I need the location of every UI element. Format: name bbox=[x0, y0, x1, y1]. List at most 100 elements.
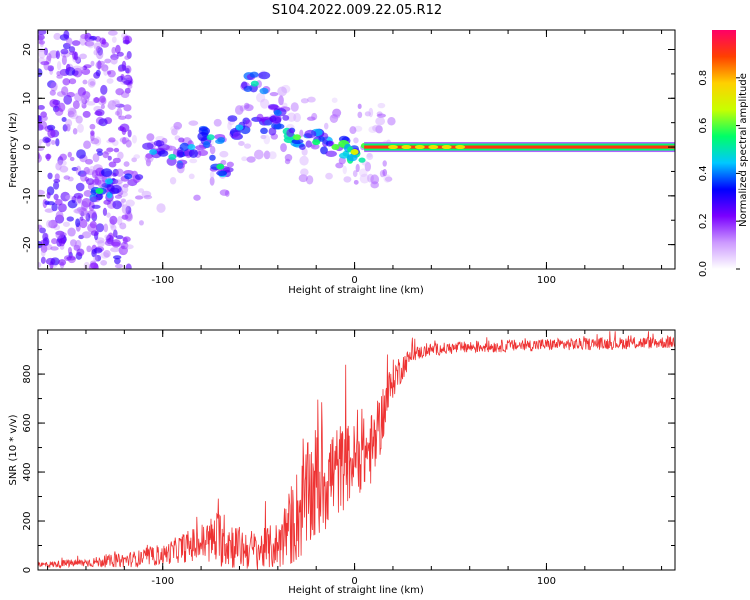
spectrogram-heatmap bbox=[38, 30, 675, 269]
heatmap-cell bbox=[346, 153, 358, 162]
heatmap-cell bbox=[93, 42, 102, 51]
heatmap-cell bbox=[55, 230, 65, 239]
colorbar-ticks: 0.0 0.2 0.4 0.6 0.8 bbox=[698, 70, 740, 277]
heatmap-cell bbox=[455, 145, 466, 150]
spectrogram-ytick-label: 20 bbox=[22, 43, 33, 56]
heatmap-cell bbox=[238, 141, 245, 147]
heatmap-cell bbox=[291, 138, 304, 145]
heatmap-cell bbox=[293, 134, 302, 141]
heatmap-cell bbox=[65, 194, 73, 200]
heatmap-cell bbox=[235, 124, 244, 131]
heatmap-cell bbox=[222, 166, 234, 173]
heatmap-cell bbox=[85, 212, 91, 222]
heatmap-cell bbox=[65, 119, 73, 127]
heatmap-cell bbox=[106, 147, 114, 153]
heatmap-cell bbox=[44, 208, 54, 213]
heatmap-cell bbox=[256, 92, 266, 103]
heatmap-cell bbox=[84, 209, 89, 220]
heatmap-cell bbox=[94, 110, 103, 116]
heatmap-cell bbox=[123, 161, 130, 167]
heatmap-cell bbox=[61, 55, 67, 66]
heatmap-cell bbox=[66, 91, 75, 98]
heatmap-cell bbox=[324, 122, 329, 130]
heatmap-cell bbox=[110, 224, 117, 231]
heatmap-cell bbox=[188, 173, 195, 180]
heatmap-cell bbox=[134, 195, 144, 200]
heatmap-cell bbox=[123, 185, 129, 193]
heatmap-cell bbox=[81, 68, 91, 75]
heatmap-cell bbox=[107, 100, 117, 111]
heatmap-cell bbox=[358, 157, 366, 163]
heatmap-cell bbox=[63, 30, 70, 40]
heatmap-cell bbox=[241, 156, 248, 162]
heatmap-cell bbox=[110, 184, 122, 194]
heatmap-cell bbox=[133, 154, 141, 159]
colorbar: 0.0 0.2 0.4 0.6 0.8 Normalized spectral ampl… bbox=[698, 30, 749, 277]
heatmap-cell bbox=[370, 174, 380, 185]
heatmap-cell bbox=[79, 218, 88, 229]
heatmap-cell bbox=[47, 172, 53, 180]
heatmap-cell bbox=[155, 140, 162, 147]
snr-xtick-label: 100 bbox=[537, 576, 556, 587]
heatmap-cell bbox=[209, 176, 215, 186]
heatmap-cell bbox=[216, 163, 225, 170]
spectrogram-frame bbox=[37, 29, 676, 270]
heatmap-cell bbox=[243, 102, 250, 109]
heatmap-cell bbox=[232, 131, 242, 140]
heatmap-cell bbox=[307, 96, 316, 103]
heatmap-cell bbox=[66, 37, 73, 46]
heatmap-cell bbox=[273, 109, 282, 116]
heatmap-cell bbox=[45, 257, 56, 266]
heatmap-cell bbox=[124, 212, 133, 222]
heatmap-cell bbox=[75, 115, 83, 124]
heatmap-cell bbox=[263, 150, 271, 160]
heatmap-cell bbox=[311, 112, 318, 121]
heatmap-cell bbox=[38, 154, 42, 163]
heatmap-cell bbox=[328, 140, 335, 147]
heatmap-cell bbox=[91, 248, 97, 258]
heatmap-cell bbox=[56, 71, 61, 77]
heatmap-cell bbox=[72, 51, 77, 60]
heatmap-cell bbox=[124, 114, 132, 120]
heatmap-cell bbox=[197, 131, 209, 141]
heatmap-cell bbox=[359, 173, 370, 184]
heatmap-cell bbox=[107, 30, 118, 36]
heatmap-cell bbox=[106, 212, 111, 218]
snr-ytick-label: 0 bbox=[22, 567, 33, 573]
heatmap-cell bbox=[366, 152, 374, 161]
heatmap-cell bbox=[304, 129, 317, 139]
heatmap-cell bbox=[331, 144, 340, 151]
heatmap-cell bbox=[263, 134, 271, 145]
heatmap-cell bbox=[76, 195, 82, 204]
heatmap-cell bbox=[224, 190, 230, 197]
heatmap-cell bbox=[156, 203, 166, 213]
heatmap-cell bbox=[366, 153, 373, 158]
heatmap-cell bbox=[350, 148, 359, 155]
heatmap-cell bbox=[125, 205, 132, 215]
heatmap-cell bbox=[401, 145, 412, 150]
heatmap-cell bbox=[66, 123, 71, 132]
heatmap-cell bbox=[96, 49, 104, 60]
heatmap-cell bbox=[103, 223, 109, 233]
heatmap-cell bbox=[268, 127, 277, 136]
heatmap-cell bbox=[114, 194, 123, 199]
heatmap-cell bbox=[312, 139, 321, 146]
heatmap-cell bbox=[375, 117, 386, 126]
heatmap-cell bbox=[95, 61, 103, 69]
heatmap-cell bbox=[78, 234, 84, 240]
heatmap-cell bbox=[77, 123, 84, 133]
heatmap-cell bbox=[85, 101, 96, 106]
heatmap-cell bbox=[280, 143, 287, 153]
heatmap-cell bbox=[193, 194, 201, 201]
heatmap-cell bbox=[62, 78, 71, 86]
heatmap-cell bbox=[38, 146, 45, 151]
heatmap-cell bbox=[44, 137, 52, 143]
heatmap-cell bbox=[278, 95, 284, 106]
heatmap-cell bbox=[95, 187, 104, 194]
heatmap-cell bbox=[269, 114, 282, 124]
heatmap-cell bbox=[102, 151, 109, 159]
heatmap-cell bbox=[110, 57, 118, 65]
heatmap-cell bbox=[89, 123, 96, 130]
